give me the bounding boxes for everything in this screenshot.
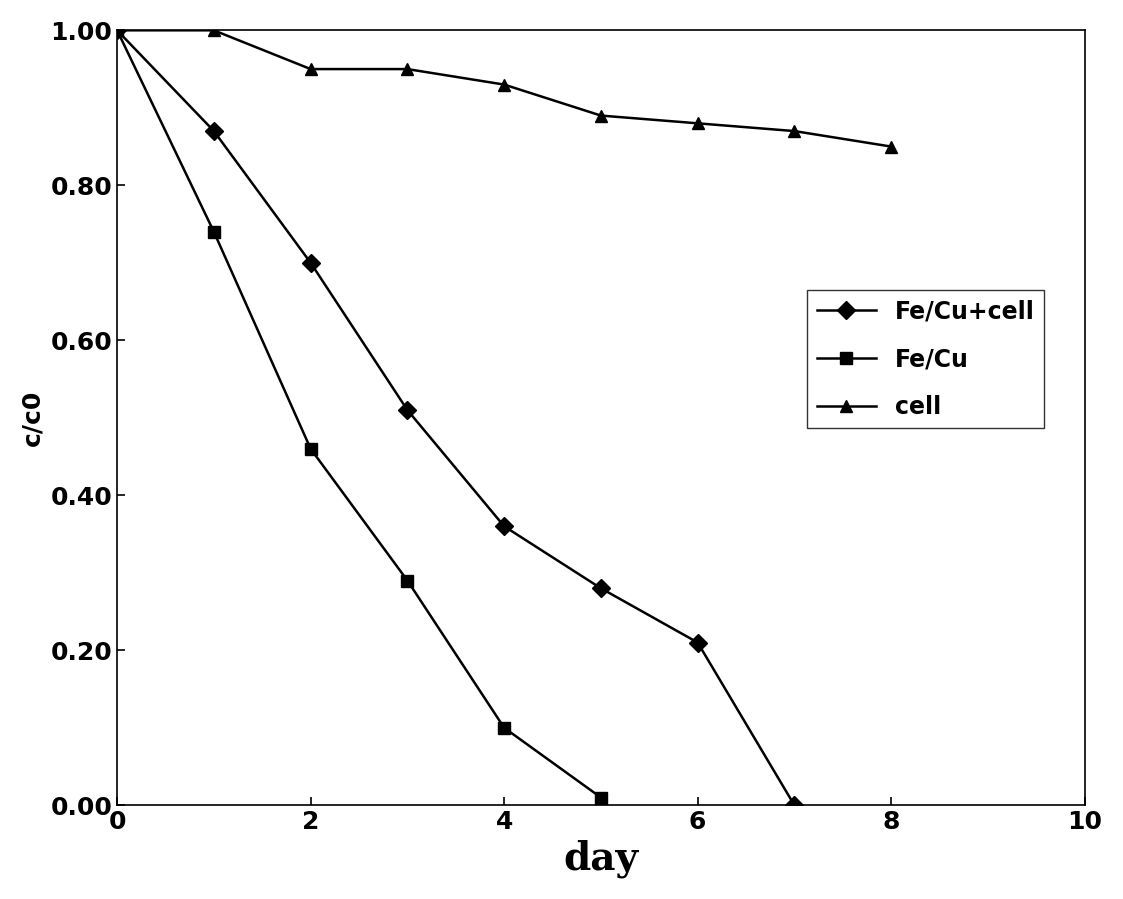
Fe/Cu+cell xyxy=(787,800,801,811)
cell xyxy=(787,126,801,137)
cell xyxy=(304,64,318,75)
Fe/Cu+cell xyxy=(594,583,608,593)
Fe/Cu xyxy=(497,723,511,734)
cell xyxy=(497,79,511,90)
cell xyxy=(691,118,704,129)
Fe/Cu+cell xyxy=(207,126,220,137)
Fe/Cu+cell xyxy=(110,25,124,36)
Fe/Cu xyxy=(110,25,124,36)
Fe/Cu xyxy=(207,227,220,237)
cell xyxy=(885,141,898,152)
cell xyxy=(207,25,220,36)
Fe/Cu+cell xyxy=(304,257,318,268)
cell xyxy=(594,111,608,121)
Fe/Cu xyxy=(594,792,608,803)
Fe/Cu+cell xyxy=(691,637,704,648)
Y-axis label: c/c0: c/c0 xyxy=(21,389,45,446)
Line: cell: cell xyxy=(111,24,897,153)
cell xyxy=(401,64,414,75)
X-axis label: day: day xyxy=(564,840,639,878)
Fe/Cu+cell xyxy=(401,405,414,415)
Legend: Fe/Cu+cell, Fe/Cu, cell: Fe/Cu+cell, Fe/Cu, cell xyxy=(807,290,1044,428)
Line: Fe/Cu+cell: Fe/Cu+cell xyxy=(111,24,801,812)
Fe/Cu xyxy=(401,575,414,586)
Line: Fe/Cu: Fe/Cu xyxy=(111,24,608,804)
Fe/Cu xyxy=(304,443,318,454)
Fe/Cu+cell xyxy=(497,521,511,531)
cell xyxy=(110,25,124,36)
